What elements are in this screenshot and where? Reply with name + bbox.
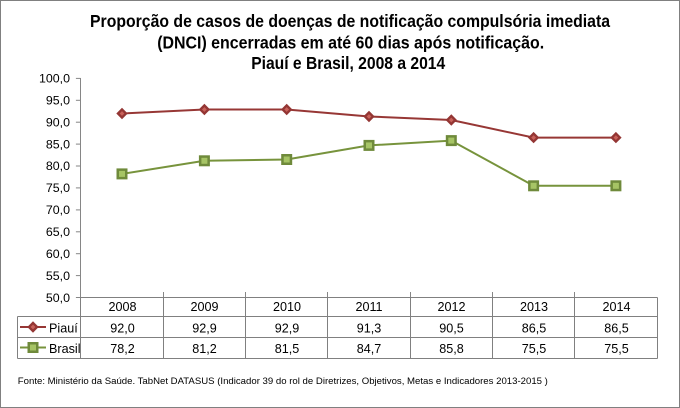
svg-text:91,3: 91,3 [357, 321, 382, 335]
svg-text:Piauí e Brasil, 2008 a 2014: Piauí e Brasil, 2008 a 2014 [251, 53, 445, 73]
svg-text:80,0: 80,0 [46, 159, 70, 173]
svg-text:2012: 2012 [437, 300, 465, 314]
svg-text:Proporção de casos de doenças: Proporção de casos de doenças de notific… [90, 11, 610, 31]
svg-text:81,5: 81,5 [275, 342, 300, 356]
svg-text:50,0: 50,0 [46, 291, 70, 305]
svg-text:2013: 2013 [520, 300, 548, 314]
svg-text:Piauí: Piauí [49, 321, 78, 335]
svg-text:90,0: 90,0 [46, 116, 70, 130]
svg-text:86,5: 86,5 [604, 321, 629, 335]
svg-text:75,5: 75,5 [604, 342, 629, 356]
svg-text:95,0: 95,0 [46, 94, 70, 108]
svg-text:86,5: 86,5 [522, 321, 547, 335]
svg-text:92,9: 92,9 [192, 321, 217, 335]
svg-text:100,0: 100,0 [39, 72, 70, 86]
svg-text:92,9: 92,9 [275, 321, 300, 335]
svg-text:2009: 2009 [190, 300, 218, 314]
svg-text:78,2: 78,2 [110, 342, 135, 356]
svg-text:2010: 2010 [273, 300, 301, 314]
svg-text:2008: 2008 [108, 300, 136, 314]
svg-text:(DNCI) encerradas em até 60 di: (DNCI) encerradas em até 60 dias após no… [157, 32, 544, 52]
svg-text:85,0: 85,0 [46, 137, 70, 151]
svg-text:55,0: 55,0 [46, 269, 70, 283]
svg-text:70,0: 70,0 [46, 203, 70, 217]
svg-text:2011: 2011 [355, 300, 382, 314]
svg-text:81,2: 81,2 [192, 342, 217, 356]
svg-text:60,0: 60,0 [46, 247, 70, 261]
svg-text:92,0: 92,0 [110, 321, 135, 335]
svg-text:Brasil: Brasil [49, 342, 81, 356]
svg-text:Fonte: Ministério da Saúde. Ta: Fonte: Ministério da Saúde. TabNet DATAS… [18, 376, 548, 387]
svg-text:84,7: 84,7 [357, 342, 382, 356]
svg-text:2014: 2014 [602, 300, 630, 314]
svg-text:75,0: 75,0 [46, 181, 70, 195]
svg-text:85,8: 85,8 [439, 342, 464, 356]
svg-text:75,5: 75,5 [522, 342, 547, 356]
svg-text:90,5: 90,5 [439, 321, 464, 335]
svg-text:65,0: 65,0 [46, 225, 70, 239]
